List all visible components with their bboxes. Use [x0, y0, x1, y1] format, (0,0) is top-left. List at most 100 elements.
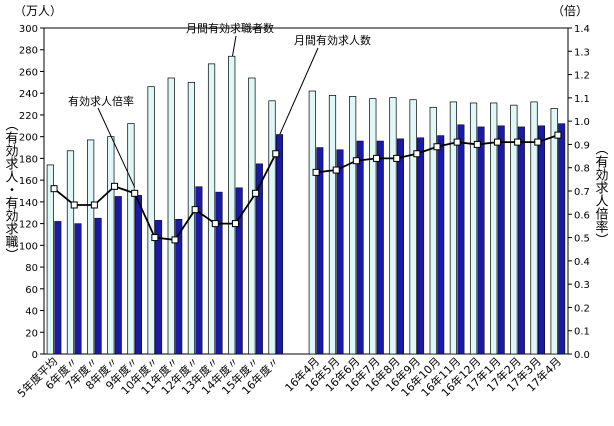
left-axis: 0 20 40 60 80 100 120 140 160 180 200 220 240 260 280 3…	[19, 24, 44, 361]
bar-job-seekers	[46, 164, 54, 355]
left-tick-label: 240	[19, 89, 38, 100]
bar-job-openings	[255, 163, 263, 355]
ratio-marker	[433, 143, 441, 151]
bar-job-seekers	[167, 77, 175, 355]
bar-job-seekers	[490, 102, 498, 355]
left-tick-label: 260	[19, 67, 38, 78]
ratio-marker	[171, 236, 179, 244]
ratio-marker	[211, 220, 219, 228]
bar-job-openings	[276, 134, 284, 355]
annotation-label: 月間有効求職者数	[186, 21, 274, 35]
bar-job-seekers	[530, 101, 538, 355]
annotation-label: 月間有効求人数	[294, 33, 371, 47]
ratio-marker	[252, 189, 260, 197]
right-tick-label: 0.2	[574, 303, 590, 314]
bar-job-seekers	[187, 81, 196, 355]
right-tick-label: 0.3	[574, 280, 590, 291]
left-tick-label: 120	[19, 220, 38, 231]
left-tick-label: 60	[25, 285, 38, 296]
bar-job-seekers	[248, 77, 256, 355]
right-tick-label: 1.0	[574, 117, 590, 128]
annotation-leader-line	[97, 107, 136, 188]
ratio-marker	[111, 182, 119, 190]
right-tick-label: 0.1	[574, 327, 590, 338]
bar-job-seekers	[87, 139, 95, 355]
ratio-marker	[373, 154, 381, 162]
bar-job-seekers	[449, 101, 458, 355]
bar-job-openings	[336, 149, 344, 355]
bar-job-seekers	[369, 98, 377, 355]
bar-job-openings	[215, 191, 223, 355]
left-tick-label: 100	[19, 241, 38, 252]
left-tick-label: 220	[19, 111, 38, 122]
bar-job-seekers	[510, 104, 518, 355]
bar-job-seekers	[429, 106, 437, 355]
right-tick-label: 0.6	[574, 210, 590, 221]
ratio-marker	[312, 168, 320, 176]
ratio-marker	[70, 201, 78, 209]
ratio-marker	[393, 154, 401, 162]
ratio-marker	[473, 140, 481, 148]
bar-job-seekers	[328, 95, 337, 355]
ratio-marker	[272, 150, 280, 158]
left-tick-label: 80	[25, 263, 38, 274]
ratio-marker	[90, 201, 98, 209]
bar-job-openings	[134, 195, 142, 355]
ratio-marker	[131, 189, 139, 197]
bars-group	[46, 55, 566, 355]
bar-job-openings	[396, 138, 404, 355]
bar-job-openings	[195, 186, 203, 355]
bar-job-openings	[155, 220, 163, 355]
bar-job-openings	[497, 125, 505, 355]
ratio-marker	[231, 220, 239, 228]
bar-job-seekers	[268, 100, 276, 355]
left-tick-label: 300	[19, 24, 38, 35]
bar-job-seekers	[389, 97, 397, 355]
left-tick-label: 0	[32, 350, 38, 361]
right-tick-label: 0.4	[574, 257, 590, 268]
left-tick-label: 40	[25, 307, 38, 318]
right-tick-label: 1.3	[574, 47, 590, 58]
ratio-marker	[151, 234, 159, 242]
bar-job-seekers	[207, 63, 216, 355]
left-tick-label: 280	[19, 46, 38, 57]
bar-job-seekers	[550, 108, 558, 355]
bar-job-seekers	[409, 99, 417, 355]
bar-job-openings	[74, 223, 82, 355]
left-axis-title: （有効求人・有効求職）	[3, 118, 19, 261]
annotation-leader-line	[231, 35, 237, 57]
bar-job-openings	[538, 125, 546, 355]
bar-job-openings	[94, 217, 102, 355]
bar-job-openings	[558, 123, 566, 355]
left-tick-label: 200	[19, 133, 38, 144]
bar-job-seekers	[469, 102, 478, 355]
right-tick-label: 0.5	[574, 234, 590, 245]
ratio-marker	[50, 185, 58, 193]
bar-job-openings	[114, 196, 122, 355]
right-axis-unit: （倍）	[552, 3, 588, 18]
ratio-marker	[413, 150, 421, 158]
annotation-leader-line	[279, 47, 319, 135]
right-axis-title: （有効求人倍率）	[593, 142, 609, 246]
ratio-marker	[453, 138, 461, 146]
right-tick-label: 1.2	[574, 71, 590, 82]
right-axis: 0.0 0.1 0.2 0.3 0.4 0.5 0.6 0.7 0.8 0.9 1.0 1.1 1.2 1…	[568, 24, 590, 361]
bar-job-seekers	[147, 86, 155, 355]
bar-job-openings	[316, 147, 324, 355]
bar-job-seekers	[127, 123, 135, 355]
bar-job-openings	[235, 187, 243, 355]
ratio-marker	[352, 157, 360, 165]
bar-job-openings	[477, 126, 485, 355]
bar-job-openings	[517, 126, 525, 355]
right-tick-label: 1.4	[574, 24, 590, 35]
left-tick-label: 160	[19, 176, 38, 187]
ratio-marker	[191, 206, 199, 214]
ratio-marker	[514, 138, 522, 146]
bar-job-openings	[175, 219, 183, 355]
bar-job-openings	[457, 124, 465, 355]
ratio-marker	[332, 166, 340, 174]
bar-job-seekers	[349, 96, 357, 355]
bar-job-openings	[376, 140, 384, 355]
